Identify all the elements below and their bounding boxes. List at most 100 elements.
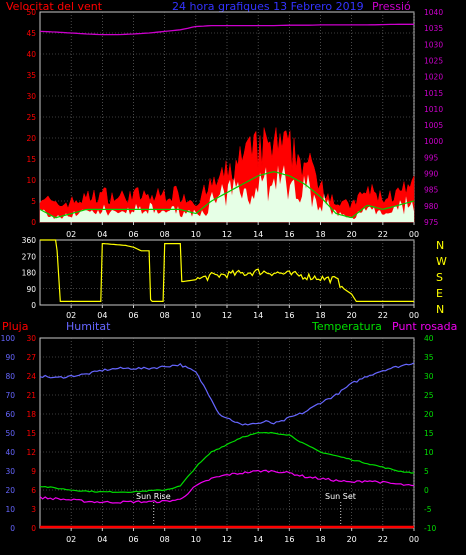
- pressure-y-tick-label: 1005: [424, 121, 443, 130]
- temperature-y-tick-label: 5: [424, 467, 429, 476]
- wind-y-tick-label: 45: [26, 29, 36, 38]
- x-tick-label: 00: [409, 535, 419, 544]
- wind-speed-label: Velocitat del vent: [6, 0, 103, 13]
- temperature-y-tick-label: 30: [424, 372, 434, 381]
- compass-w: W: [436, 255, 447, 268]
- x-tick-label: 10: [191, 230, 201, 239]
- x-tick-label: 04: [97, 311, 107, 320]
- x-tick-label: 14: [253, 535, 263, 544]
- direction-y-tick-label: 0: [31, 301, 36, 310]
- x-tick-label: 04: [97, 535, 107, 544]
- compass-n-top: N: [436, 239, 444, 252]
- wind-y-tick-label: 10: [26, 176, 36, 185]
- pressure-label: Pressió: [372, 0, 411, 13]
- pressure-y-tick-label: 980: [424, 202, 439, 211]
- x-tick-label: 02: [66, 535, 76, 544]
- x-tick-label: 14: [253, 311, 263, 320]
- x-tick-label: 08: [160, 311, 170, 320]
- sunrise-label: Sun Rise: [136, 492, 171, 501]
- wind-gust-area: [40, 165, 414, 222]
- pressure-y-tick-label: 1020: [424, 73, 443, 82]
- humidity-y-tick-label: 70: [5, 391, 15, 400]
- pressure-y-tick-label: 1035: [424, 24, 443, 33]
- x-tick-label: 10: [191, 311, 201, 320]
- x-tick-label: 20: [347, 230, 357, 239]
- rain-y-tick-label: 12: [26, 448, 36, 457]
- rain-y-tick-label: 30: [26, 334, 36, 343]
- wind-y-tick-label: 15: [26, 155, 36, 164]
- x-tick-label: 12: [222, 230, 232, 239]
- humidity-line: [39, 362, 415, 426]
- temperature-line: [39, 431, 415, 494]
- x-tick-label: 22: [378, 230, 388, 239]
- x-tick-label: 00: [409, 230, 419, 239]
- wind-y-tick-label: 35: [26, 71, 36, 80]
- wind-y-tick-label: 50: [26, 8, 36, 17]
- x-tick-label: 12: [222, 535, 232, 544]
- x-tick-label: 04: [97, 230, 107, 239]
- rain-y-tick-label: 27: [26, 353, 36, 362]
- wind-average-line: [39, 171, 415, 219]
- chart-title: 24 hora grafiques 13 Febrero 2019: [172, 0, 364, 13]
- rain-y-tick-label: 9: [31, 467, 36, 476]
- rain-label: Pluja: [2, 320, 28, 333]
- x-tick-label: 06: [128, 535, 138, 544]
- wind-y-tick-label: 0: [31, 218, 36, 227]
- rain-y-tick-label: 0: [31, 524, 36, 533]
- direction-line: [40, 239, 414, 302]
- x-tick-label: 20: [347, 311, 357, 320]
- wind-y-tick-label: 20: [26, 134, 36, 143]
- x-tick-label: 18: [315, 535, 325, 544]
- humidity-y-tick-label: 100: [1, 334, 16, 343]
- chart-marks: 0510152025303540455097598098599099510001…: [1, 8, 444, 544]
- humidity-y-tick-label: 10: [5, 505, 15, 514]
- wind-y-tick-label: 5: [31, 197, 36, 206]
- direction-y-tick-label: 90: [26, 285, 36, 294]
- humidity-y-tick-label: 40: [5, 448, 15, 457]
- rain-y-tick-label: 24: [26, 372, 36, 381]
- humidity-y-tick-label: 80: [5, 372, 15, 381]
- x-tick-label: 08: [160, 230, 170, 239]
- humidity-y-tick-label: 0: [10, 524, 15, 533]
- pressure-y-tick-label: 1030: [424, 40, 443, 49]
- direction-y-tick-label: 180: [22, 269, 37, 278]
- compass-n-bottom: N: [436, 303, 444, 316]
- x-tick-label: 02: [66, 230, 76, 239]
- humidity-y-tick-label: 50: [5, 429, 15, 438]
- temperature-y-tick-label: 20: [424, 410, 434, 419]
- pressure-y-tick-label: 1025: [424, 56, 443, 65]
- pressure-y-tick-label: 1010: [424, 105, 443, 114]
- humidity-y-tick-label: 20: [5, 486, 15, 495]
- humidity-label: Humitat: [66, 320, 111, 333]
- compass-e: E: [436, 287, 443, 300]
- x-tick-label: 02: [66, 311, 76, 320]
- x-tick-label: 18: [315, 311, 325, 320]
- rain-y-tick-label: 15: [26, 429, 36, 438]
- pressure-y-tick-label: 975: [424, 218, 439, 227]
- pressure-y-tick-label: 1000: [424, 137, 443, 146]
- x-tick-label: 18: [315, 230, 325, 239]
- temperature-y-tick-label: -10: [424, 524, 436, 533]
- pressure-y-tick-label: 990: [424, 170, 439, 179]
- x-tick-label: 16: [284, 311, 294, 320]
- x-tick-label: 16: [284, 535, 294, 544]
- sunset-label: Sun Set: [325, 492, 356, 501]
- dew-point-line: [39, 469, 415, 504]
- rain-y-tick-label: 21: [26, 391, 36, 400]
- x-tick-label: 16: [284, 230, 294, 239]
- x-tick-label: 12: [222, 311, 232, 320]
- x-tick-label: 20: [347, 535, 357, 544]
- x-tick-label: 22: [378, 535, 388, 544]
- wind-y-tick-label: 40: [26, 50, 36, 59]
- humidity-y-tick-label: 30: [5, 467, 15, 476]
- rain-y-tick-label: 18: [26, 410, 36, 419]
- x-tick-label: 22: [378, 311, 388, 320]
- rain-y-tick-label: 3: [31, 505, 36, 514]
- x-tick-label: 14: [253, 230, 263, 239]
- pressure-y-tick-label: 995: [424, 153, 439, 162]
- dew-point-label: Punt rosada: [392, 320, 457, 333]
- x-tick-label: 10: [191, 535, 201, 544]
- wind-y-tick-label: 25: [26, 113, 36, 122]
